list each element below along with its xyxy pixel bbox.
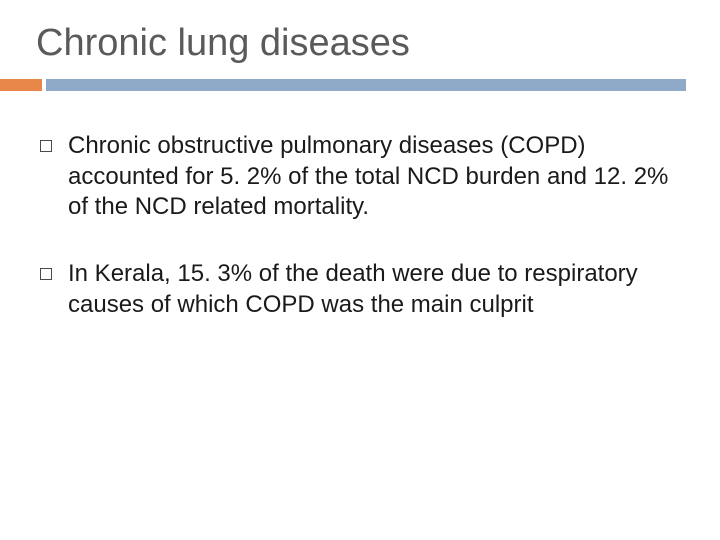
bullet-text: In Kerala, 15. 3% of the death were due … bbox=[68, 259, 674, 320]
bullet-text: Chronic obstructive pulmonary diseases (… bbox=[68, 131, 674, 223]
accent-bar bbox=[0, 79, 720, 91]
list-item: In Kerala, 15. 3% of the death were due … bbox=[40, 259, 674, 320]
bullet-square-icon bbox=[40, 268, 52, 280]
content-area: Chronic obstructive pulmonary diseases (… bbox=[36, 131, 684, 321]
slide-title: Chronic lung diseases bbox=[36, 22, 684, 65]
accent-blue bbox=[46, 79, 686, 91]
accent-orange bbox=[0, 79, 42, 91]
bullet-square-icon bbox=[40, 140, 52, 152]
slide-container: Chronic lung diseases Chronic obstructiv… bbox=[0, 0, 720, 540]
list-item: Chronic obstructive pulmonary diseases (… bbox=[40, 131, 674, 223]
